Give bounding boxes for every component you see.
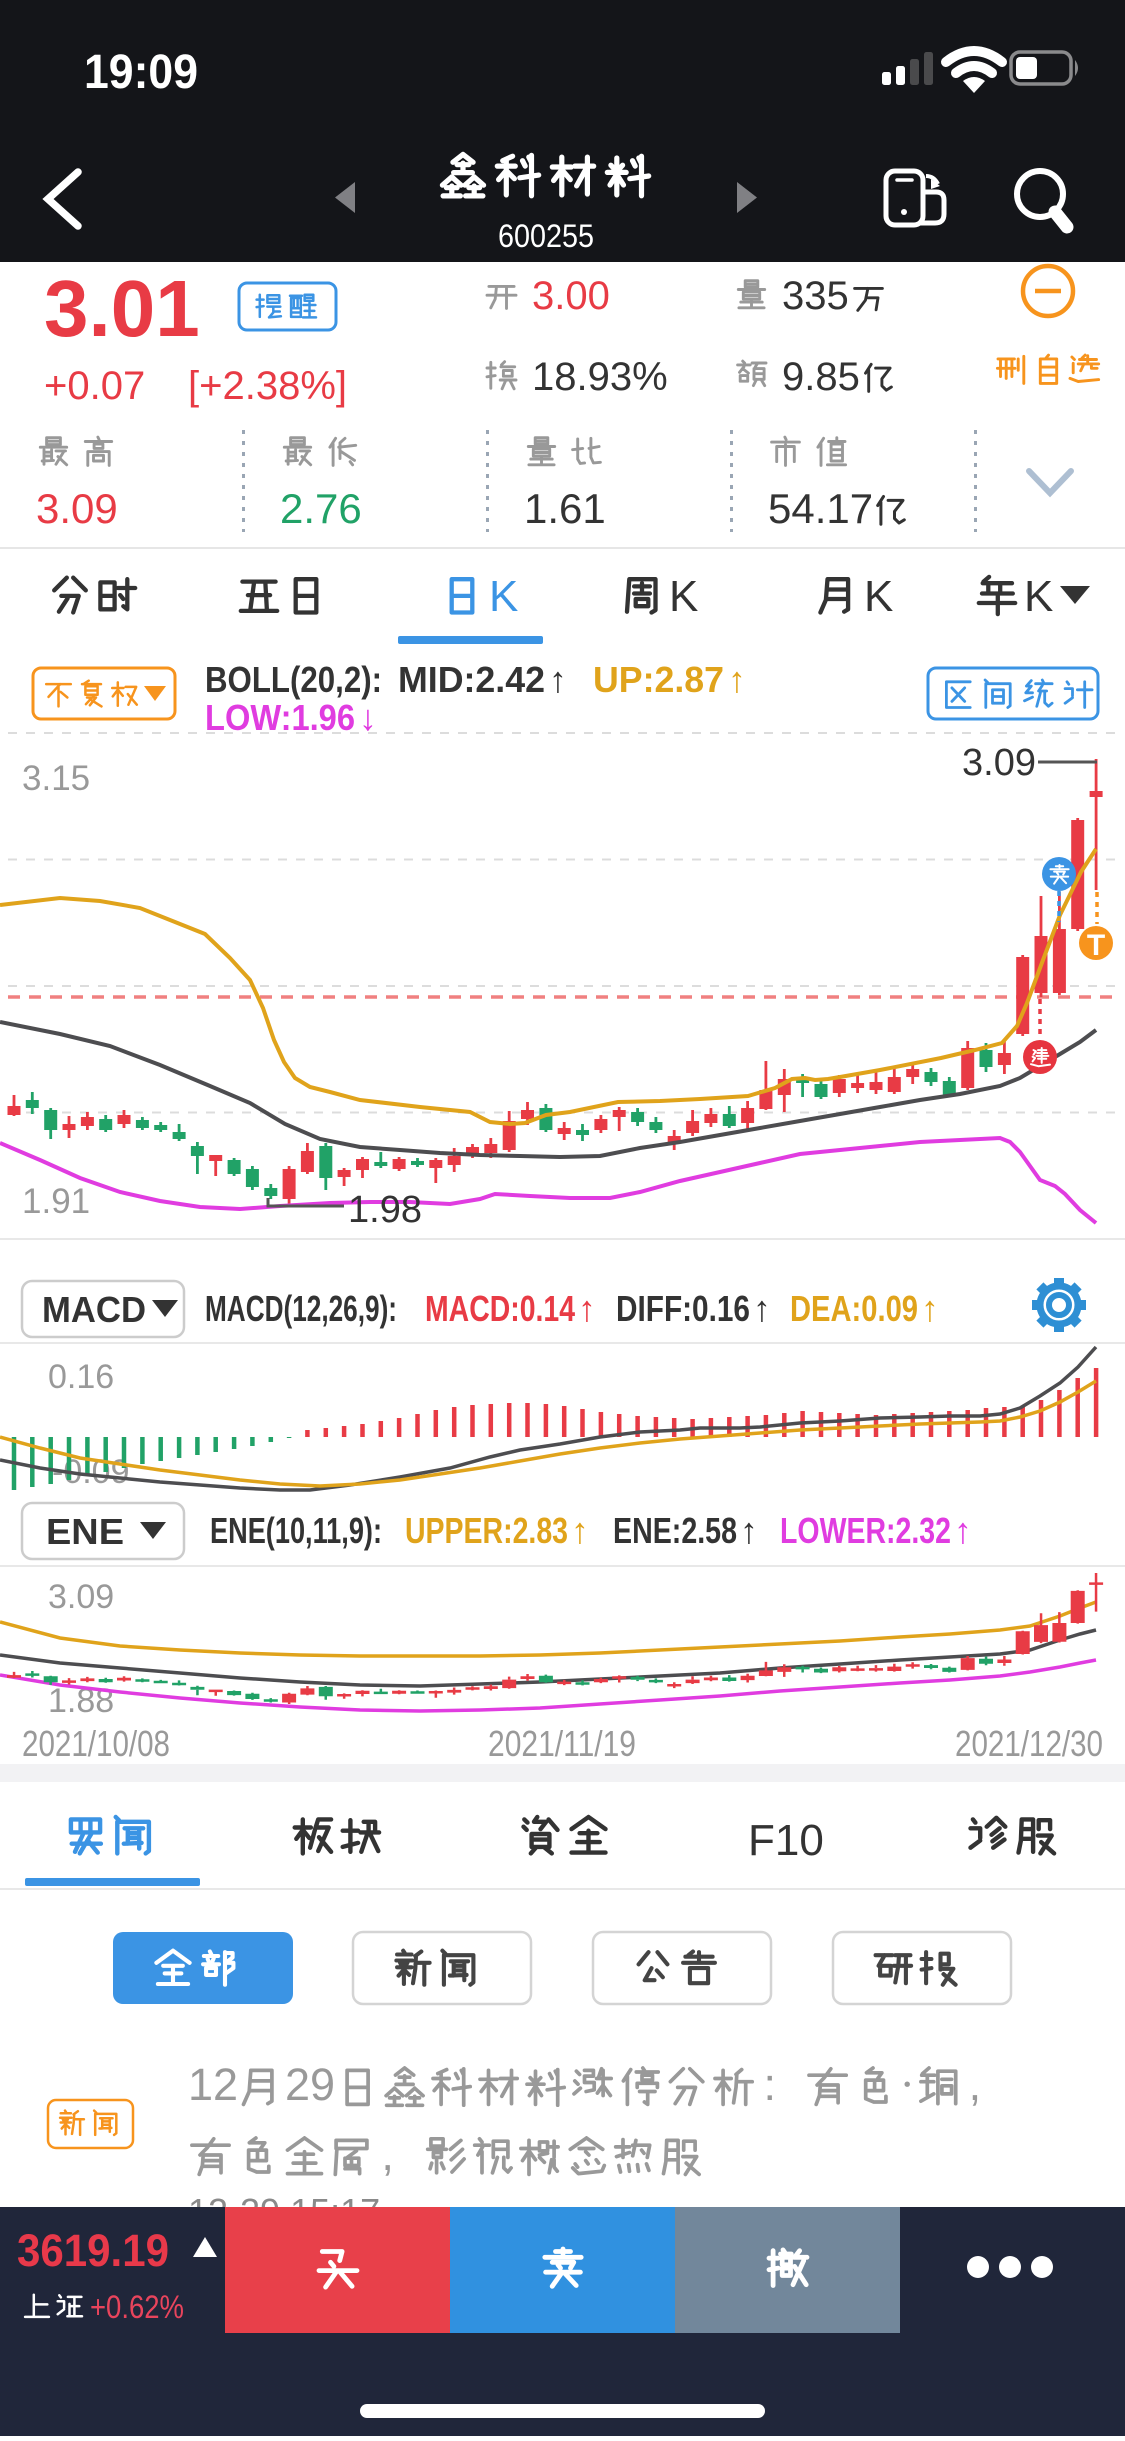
svg-text:↑: ↑ <box>578 1288 596 1329</box>
svg-text:K: K <box>864 572 893 621</box>
svg-text:,: , <box>381 2129 394 2180</box>
svg-text:↑: ↑ <box>753 1288 771 1329</box>
svg-text:↓: ↓ <box>359 697 377 738</box>
svg-text:600255: 600255 <box>498 218 594 254</box>
svg-text:1.98: 1.98 <box>348 1189 422 1231</box>
svg-text:MACD:0.14: MACD:0.14 <box>425 1288 575 1329</box>
svg-text:F10: F10 <box>748 1816 824 1865</box>
svg-text:UP:2.87: UP:2.87 <box>593 659 724 700</box>
svg-text:[+2.38%]: [+2.38%] <box>188 364 347 408</box>
svg-text:ENE:2.58: ENE:2.58 <box>613 1510 737 1551</box>
svg-text:ENE: ENE <box>46 1511 124 1552</box>
svg-text:K: K <box>489 572 518 621</box>
svg-text:3.09: 3.09 <box>962 742 1036 784</box>
svg-text:↑: ↑ <box>549 659 567 700</box>
svg-text:2021/11/19: 2021/11/19 <box>488 1723 636 1764</box>
svg-text:K: K <box>1024 572 1053 621</box>
svg-text:ENE(10,11,9):: ENE(10,11,9): <box>210 1510 382 1551</box>
svg-text:↑: ↑ <box>921 1288 939 1329</box>
svg-text:18.93%: 18.93% <box>532 355 668 399</box>
svg-text:1.61: 1.61 <box>524 485 606 532</box>
svg-text:2021/10/08: 2021/10/08 <box>22 1723 170 1764</box>
svg-text:3.15: 3.15 <box>22 759 90 798</box>
svg-text:54.17: 54.17 <box>768 485 873 532</box>
svg-text:MACD: MACD <box>42 1289 146 1330</box>
svg-text:↑: ↑ <box>728 659 746 700</box>
svg-text:3.09: 3.09 <box>48 1578 114 1616</box>
svg-text:+0.62%: +0.62% <box>90 2289 184 2325</box>
svg-text:3.09: 3.09 <box>36 485 118 532</box>
svg-text:UPPER:2.83: UPPER:2.83 <box>405 1510 568 1551</box>
svg-text:3619.19: 3619.19 <box>17 2225 169 2276</box>
svg-text:MID:2.42: MID:2.42 <box>398 659 545 700</box>
svg-text:T: T <box>1087 929 1105 962</box>
svg-text:3.00: 3.00 <box>532 274 610 318</box>
svg-text:,: , <box>969 2059 982 2110</box>
svg-text:DIFF:0.16: DIFF:0.16 <box>616 1288 750 1329</box>
svg-text:2.76: 2.76 <box>280 485 362 532</box>
svg-text::: : <box>764 2059 777 2110</box>
svg-text:↑: ↑ <box>571 1510 589 1551</box>
svg-text:DEA:0.09: DEA:0.09 <box>790 1288 918 1329</box>
svg-text:9.85: 9.85 <box>782 355 860 399</box>
svg-text:335: 335 <box>782 274 849 318</box>
svg-text:0.16: 0.16 <box>48 1358 114 1396</box>
svg-text:3.01: 3.01 <box>44 264 200 353</box>
svg-text:29: 29 <box>285 2059 335 2110</box>
svg-text:LOW:1.96: LOW:1.96 <box>205 697 355 738</box>
svg-text:↑: ↑ <box>954 1510 972 1551</box>
svg-text:LOWER:2.32: LOWER:2.32 <box>780 1510 951 1551</box>
svg-text:K: K <box>669 572 698 621</box>
svg-text:19:09: 19:09 <box>84 46 198 99</box>
svg-text:↑: ↑ <box>740 1510 758 1551</box>
svg-text:MACD(12,26,9):: MACD(12,26,9): <box>205 1288 397 1329</box>
svg-text:2021/12/30: 2021/12/30 <box>955 1723 1103 1764</box>
svg-text:+0.07: +0.07 <box>44 364 145 408</box>
svg-text:BOLL(20,2):: BOLL(20,2): <box>205 659 382 700</box>
svg-text:1.91: 1.91 <box>22 1182 90 1221</box>
svg-text:12: 12 <box>188 2059 238 2110</box>
